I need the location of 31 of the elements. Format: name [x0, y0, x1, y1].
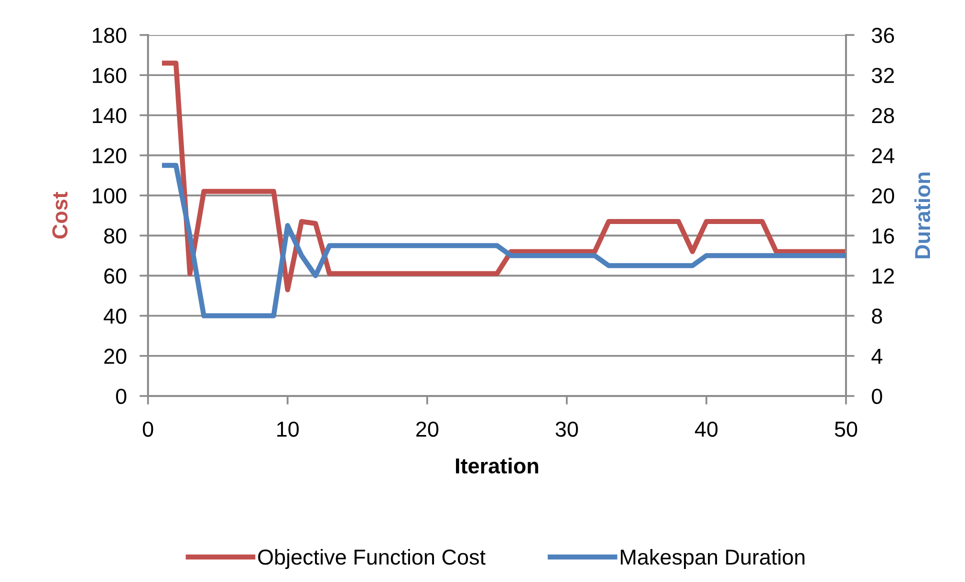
- x-tick-label: 20: [416, 422, 438, 437]
- y2-tick-label: 4: [871, 348, 882, 364]
- y2-tick-label: 16: [872, 228, 894, 244]
- x-tick-label: 0: [142, 422, 154, 437]
- y-tick-label: 100: [92, 188, 126, 204]
- y2-tick-label: 32: [872, 68, 894, 84]
- x-tick-label: 10: [277, 422, 299, 437]
- y-tick-label: 120: [92, 148, 126, 164]
- y2-axis-title: Duration: [914, 172, 930, 258]
- y2-tick-label: 36: [872, 28, 894, 44]
- y2-tick-label: 28: [872, 108, 894, 124]
- y-tick-label: 60: [104, 268, 126, 284]
- y2-tick-label: 12: [872, 268, 894, 284]
- y2-tick-label: 24: [872, 148, 894, 164]
- y-axis-title: Cost: [52, 192, 68, 239]
- y2-tick-label: 0: [872, 388, 882, 404]
- x-tick-label: 40: [694, 422, 718, 437]
- x-tick-label: 50: [834, 422, 858, 437]
- y-tick-label: 80: [104, 228, 126, 244]
- y2-tick-label: 8: [872, 308, 882, 324]
- legend-label: Makespan Duration: [620, 548, 804, 570]
- y-tick-label: 180: [92, 28, 126, 44]
- x-tick-label: 30: [556, 422, 578, 437]
- y-tick-label: 0: [116, 388, 126, 404]
- legend-label: Objective Function Cost: [258, 548, 486, 570]
- y2-tick-label: 20: [872, 188, 894, 204]
- y-tick-label: 140: [92, 108, 126, 124]
- y-tick-label: 20: [104, 348, 126, 364]
- y-tick-label: 40: [104, 308, 126, 324]
- x-axis-title: Iteration: [456, 458, 538, 474]
- y-tick-label: 160: [92, 68, 126, 84]
